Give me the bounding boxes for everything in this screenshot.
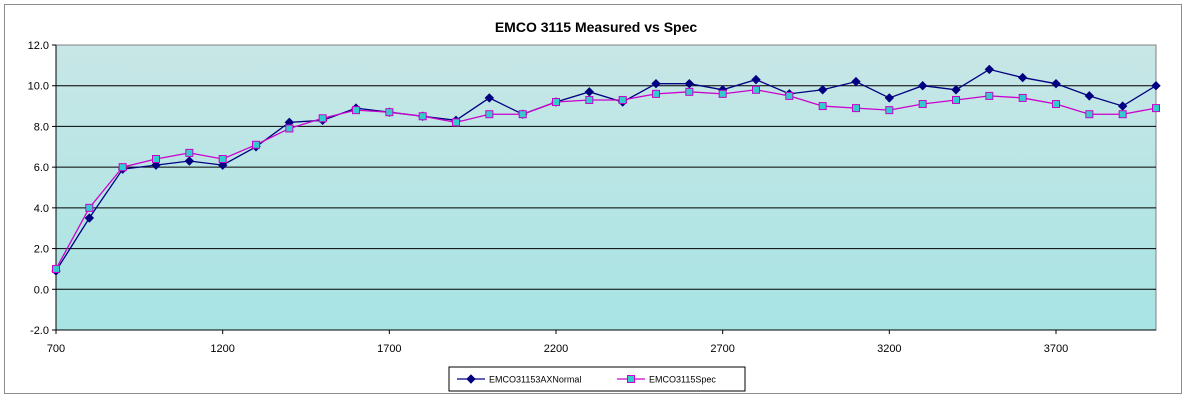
legend-marker-2 (627, 375, 635, 383)
series-2-point (885, 106, 894, 115)
series-2-point (1052, 100, 1060, 109)
series-2-point (418, 112, 427, 121)
y-tick-label: 6.0 (34, 162, 49, 174)
series-2-point (518, 110, 527, 119)
x-tick-label: 3700 (1044, 343, 1068, 355)
series-2-point (718, 89, 727, 98)
legend-label-2: EMCO3115Spec (649, 375, 716, 385)
legend: EMCO31153AXNormal EMCO3115Spec (448, 366, 746, 392)
series-2-point (1118, 110, 1127, 119)
series-2-point (1018, 93, 1027, 102)
series-1-point (684, 78, 695, 89)
x-tick-label: 3200 (877, 343, 901, 355)
series-2-point (918, 100, 927, 109)
y-tick-label: -2.0 (30, 325, 49, 337)
series-2-point (318, 114, 327, 123)
series-1-point (484, 93, 495, 103)
series-1-point (1151, 81, 1161, 91)
series-2-point (752, 85, 760, 94)
series-2-point (652, 89, 660, 98)
legend-marker-1 (466, 374, 476, 384)
series-2-point (552, 98, 560, 106)
series-2-point (852, 104, 860, 113)
series-1-point (651, 78, 661, 89)
series-2-point (685, 87, 694, 96)
series-2-point (485, 110, 494, 119)
series-1-point (951, 85, 961, 95)
y-tick-label: 2.0 (34, 244, 49, 256)
series-2-point (452, 118, 460, 127)
y-tick-label: 8.0 (34, 121, 49, 133)
series-1-point (151, 160, 161, 170)
series-1-point (1084, 91, 1095, 101)
series-2-point (985, 91, 994, 100)
series-line-2 (55, 89, 1157, 270)
plot-area: 12.0 10.0 8.0 6.0 4.0 2.0 0.0 -2.0 700 1200 1700 22… (28, 40, 1161, 355)
series-2-point (1085, 110, 1094, 119)
y-tick-label: 4.0 (34, 203, 49, 215)
x-tick-label: 700 (47, 343, 65, 355)
series-1-point (84, 213, 95, 223)
x-tick-label: 2200 (544, 343, 568, 355)
series-2-point (785, 91, 794, 100)
chart-svg: EMCO 3115 Measured vs Spec 12.0 10.0 8.0 6.… (28, 19, 1161, 392)
y-tick-label: 10.0 (28, 81, 49, 93)
series-1-point (1051, 78, 1061, 89)
x-tick-label: 1200 (210, 343, 234, 355)
series-line-1 (55, 68, 1157, 272)
series-1-point (1117, 101, 1128, 111)
y-tick-label: 12.0 (28, 40, 49, 52)
y-tick-label: 0.0 (34, 284, 49, 296)
plot-background (55, 44, 1157, 331)
series-1-point (184, 156, 195, 166)
x-tick-label: 1700 (377, 343, 401, 355)
series-2-point (385, 108, 394, 117)
series-1-point (917, 81, 928, 91)
series-2-point (185, 148, 194, 157)
series-1-point (1017, 72, 1028, 83)
series-2-point (218, 155, 227, 163)
series-2-point (1152, 104, 1160, 113)
series-2-point (85, 203, 94, 212)
series-2-point (618, 95, 627, 104)
series-2-point (352, 106, 360, 115)
series-1-point (984, 64, 995, 75)
series-2-point (818, 102, 827, 111)
x-tick-label: 2700 (710, 343, 734, 355)
series-1-point (751, 74, 761, 85)
series-2-point (952, 95, 960, 104)
chart-frame: EMCO 3115 Measured vs Spec 12.0 10.0 8.0 6.… (4, 4, 1182, 394)
series-1-point (217, 160, 228, 170)
series-2-point (152, 155, 160, 163)
series-2-point (52, 264, 60, 273)
series-1-point (851, 76, 861, 87)
chart-title: EMCO 3115 Measured vs Spec (495, 19, 698, 35)
series-2-point (118, 163, 127, 172)
series-2-point (252, 140, 260, 149)
legend-label-1: EMCO31153AXNormal (489, 375, 581, 385)
series-1-point (884, 93, 895, 103)
series-1-point (817, 85, 828, 95)
series-2-point (585, 95, 594, 104)
series-2-point (285, 124, 294, 133)
legend-box (448, 366, 746, 392)
series-1-point (584, 87, 595, 97)
